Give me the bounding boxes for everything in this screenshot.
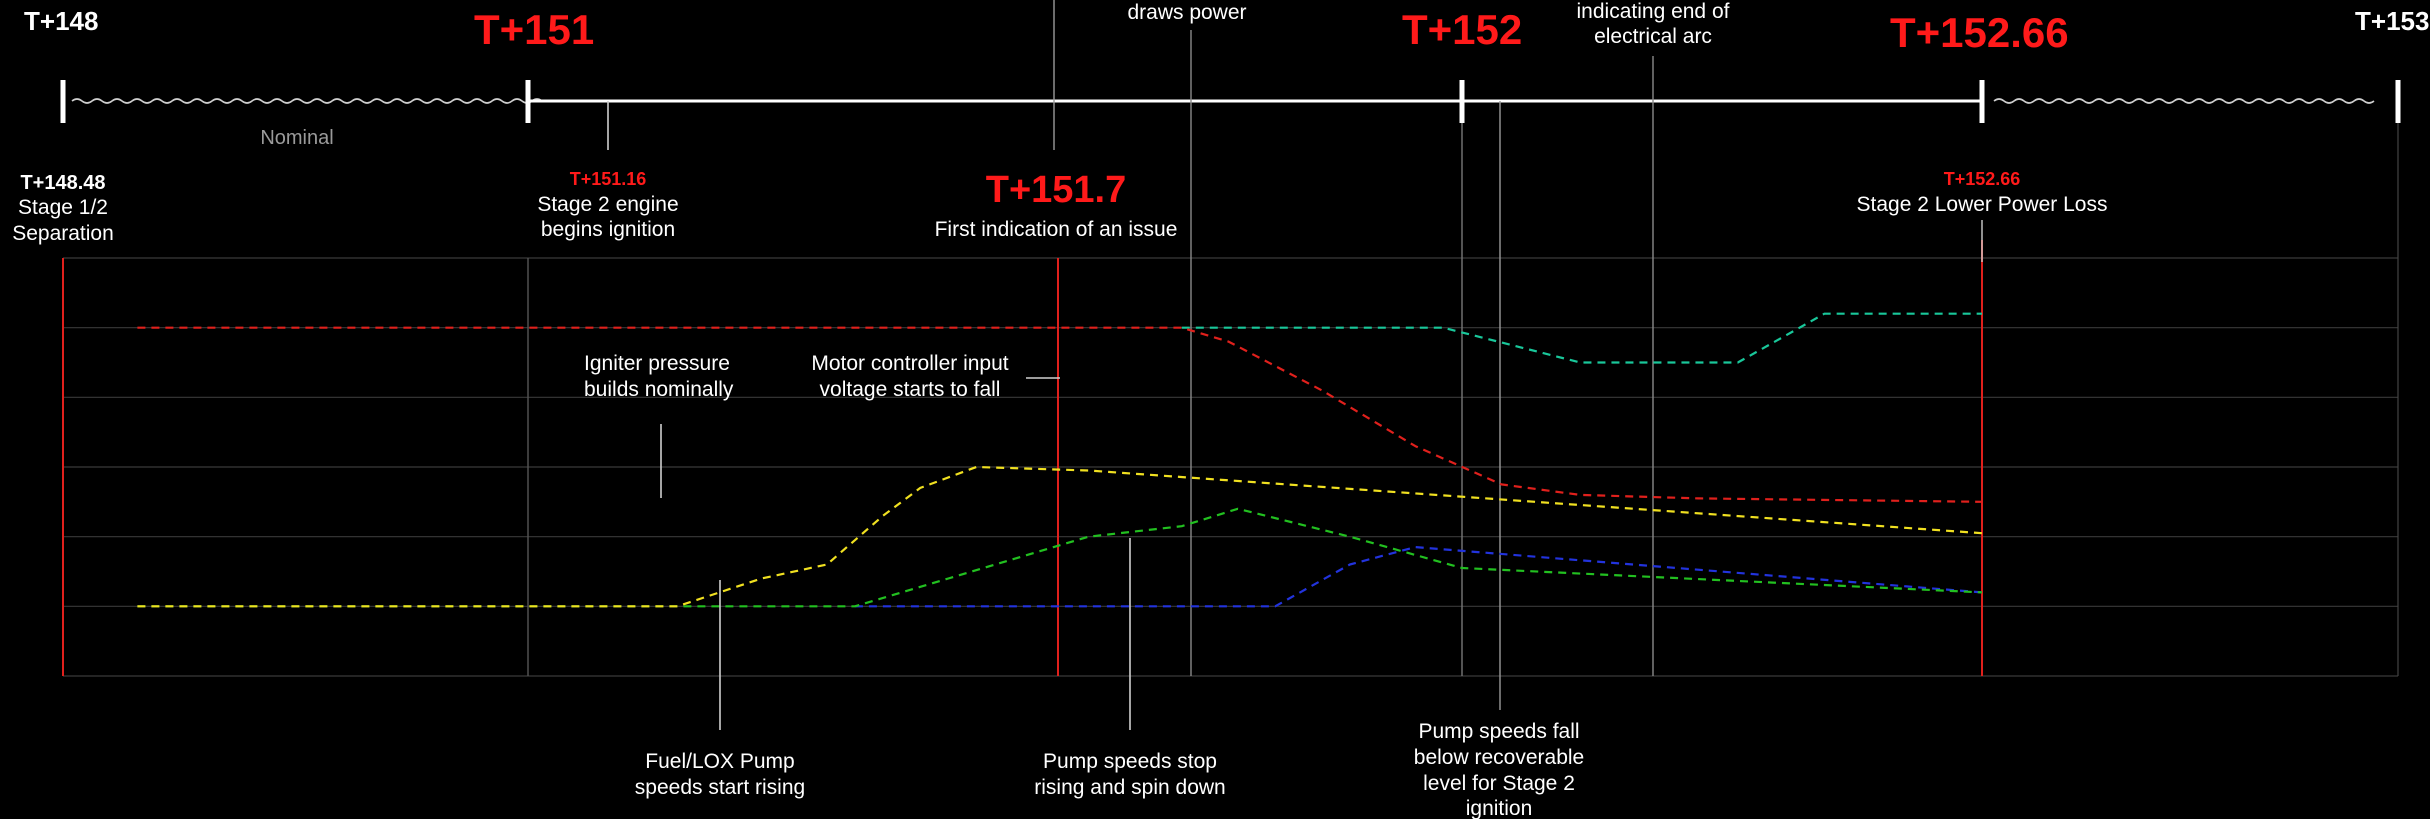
nominal-wave-right: [1993, 98, 2375, 104]
annotation-igniter-l2: builds nominally: [584, 378, 734, 401]
annotation-pump-fall-l3: level for Stage 2: [1423, 772, 1575, 795]
event-ignite-time: T+151.16: [570, 169, 647, 189]
marker-label-t151: T+151: [474, 6, 594, 53]
series-layer: [137, 312, 1983, 608]
event-ignite-l2: begins ignition: [541, 218, 675, 241]
annotation-pump-fall-l4: ignition: [1466, 797, 1533, 819]
chart-annotations: Igniter pressure builds nominally Motor …: [584, 352, 1584, 819]
event-ignite-l1: Stage 2 engine: [537, 193, 678, 216]
nominal-wave-left: [71, 98, 543, 104]
marker-label-t148: T+148: [24, 6, 98, 36]
event-sep-l1: Stage 1/2: [18, 196, 108, 219]
annotation-draws-power: draws power: [1127, 1, 1246, 24]
annotation-pump-fall-l1: Pump speeds fall: [1418, 720, 1579, 743]
event-issue-time: T+151.7: [986, 169, 1127, 211]
annotation-pump-fall-l2: below recoverable: [1414, 746, 1584, 769]
annotation-motor-l2: voltage starts to fall: [820, 378, 1001, 401]
event-issue-l1: First indication of an issue: [935, 218, 1178, 241]
series-line-green: [137, 507, 1983, 608]
marker-label-t152: T+152: [1402, 6, 1522, 53]
grid: [63, 257, 2398, 677]
annotation-pump-stop-l1: Pump speeds stop: [1043, 750, 1217, 773]
annotation-arc-end-l2: electrical arc: [1594, 25, 1712, 48]
timeline-axis: T+148 T+151 T+152 T+152.66 T+153 Nominal: [24, 6, 2429, 149]
event-sep-time: T+148.48: [20, 172, 105, 194]
nominal-label: Nominal: [260, 127, 333, 149]
series-line-blue: [854, 545, 1983, 608]
event-sep-l2: Separation: [12, 222, 114, 245]
annotation-pump-stop-l2: rising and spin down: [1034, 776, 1225, 799]
event-powerloss-time: T+152.66: [1944, 169, 2021, 189]
series-line-red: [137, 326, 1983, 503]
annotation-fuel-lox-l1: Fuel/LOX Pump: [645, 750, 794, 773]
top-annotations: draws power indicating end of electrical…: [1053, 0, 1730, 150]
marker-label-t153: T+153: [2355, 6, 2429, 36]
plot-area: [62, 30, 2399, 710]
event-powerloss-l1: Stage 2 Lower Power Loss: [1857, 193, 2108, 216]
event-labels: T+148.48 Stage 1/2 Separation T+151.16 S…: [12, 101, 2107, 245]
annotation-motor-l1: Motor controller input: [811, 352, 1008, 375]
series-line-teal: [1181, 312, 1982, 364]
annotation-fuel-lox-l2: speeds start rising: [635, 776, 805, 799]
annotation-arc-end-l1: indicating end of: [1577, 0, 1730, 23]
marker-label-t15266: T+152.66: [1890, 9, 2069, 56]
annotation-igniter-l1: Igniter pressure: [584, 352, 730, 375]
